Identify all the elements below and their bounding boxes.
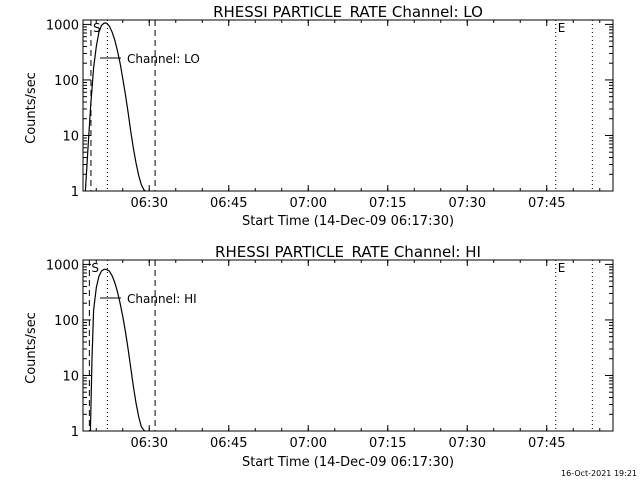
legend-label: Channel: LO	[127, 52, 200, 66]
y-tick-label: 1	[71, 185, 79, 200]
x-tick-label: 07:45	[528, 196, 565, 211]
x-axis-ticks: 06:30 06:45 07:00 07:15 07:30 07:45	[95, 260, 601, 451]
x-tick-label: 07:30	[449, 196, 486, 211]
x-tick-label: 07:00	[290, 196, 327, 211]
chart-title: RHESSI PARTICLE_RATE Channel: HI	[215, 243, 481, 262]
y-tick-label: 100	[54, 74, 79, 89]
y-tick-label: 1	[71, 425, 79, 440]
time-marker-label: E	[558, 21, 566, 35]
x-tick-label: 06:45	[210, 196, 247, 211]
timestamp-label: 16-Oct-2021 19:21	[561, 469, 637, 478]
x-axis-label: Start Time (14-Dec-09 06:17:30)	[242, 455, 454, 470]
x-tick-label: 07:45	[528, 436, 565, 451]
x-axis-label: Start Time (14-Dec-09 06:17:30)	[242, 214, 454, 229]
series-line	[89, 268, 146, 432]
time-marker-label: S	[91, 261, 99, 275]
x-tick-label: 06:30	[131, 436, 168, 451]
time-marker-label: E	[558, 261, 566, 275]
x-tick-label: 06:30	[131, 196, 168, 211]
plot-frame	[82, 19, 614, 192]
x-tick-label: 07:15	[369, 436, 406, 451]
y-tick-label: 10	[62, 369, 79, 384]
series-line	[84, 22, 146, 192]
y-tick-label: 10	[62, 129, 79, 144]
y-axis-label: Counts/sec	[24, 72, 39, 144]
y-axis-ticks: 1 10 100 1000	[46, 258, 613, 440]
time-marker-label: S	[93, 21, 101, 35]
chart-title: RHESSI PARTICLE_RATE Channel: LO	[213, 3, 483, 22]
x-axis-ticks: 06:30 06:45 07:00 07:15 07:30 07:45	[95, 20, 601, 211]
x-tick-label: 07:15	[369, 196, 406, 211]
y-axis-ticks: 1 10 100 1000	[46, 18, 613, 200]
plot-frame	[82, 259, 614, 432]
y-axis-label: Counts/sec	[24, 312, 39, 384]
x-tick-label: 07:30	[449, 436, 486, 451]
y-tick-label: 1000	[46, 18, 79, 33]
legend-label: Channel: HI	[127, 292, 197, 306]
y-tick-label: 1000	[46, 258, 79, 273]
x-tick-label: 07:00	[290, 436, 327, 451]
x-tick-label: 06:45	[210, 436, 247, 451]
y-tick-label: 100	[54, 314, 79, 329]
chart-panel-lo: RHESSI PARTICLE_RATE Channel: LO S E 06:3…	[24, 3, 614, 229]
